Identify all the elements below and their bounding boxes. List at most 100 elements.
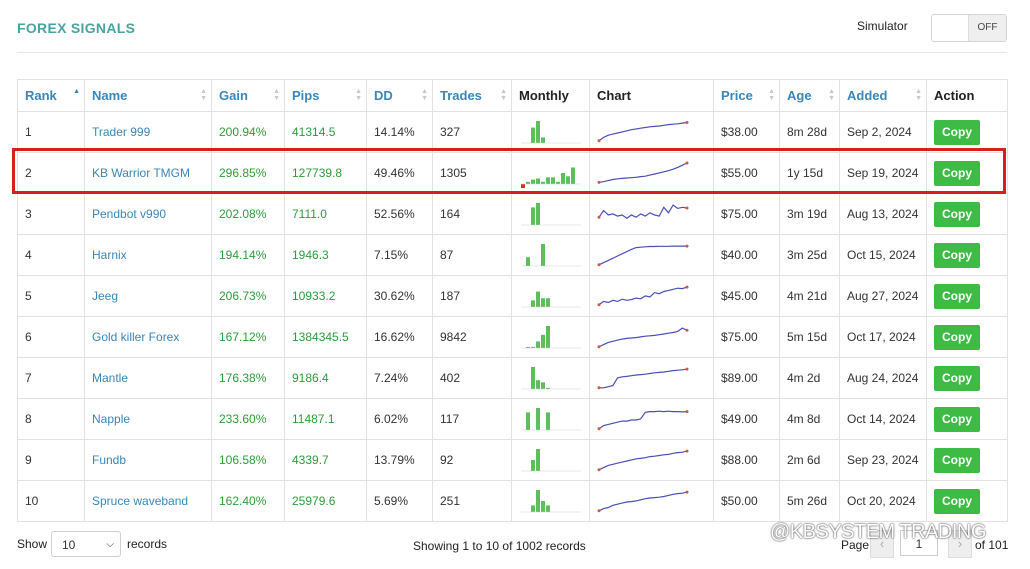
monthly-bars — [521, 203, 581, 226]
sparkline-path — [598, 204, 688, 220]
copy-button[interactable]: Copy — [934, 365, 980, 391]
table-header-row: Rank ▲ Name ▲ ▼ Gain ▲ ▼ Pips ▲ ▼ DD ▲ ▼ Trades ▲ ▼… — [17, 79, 1008, 112]
cell-chart — [589, 234, 714, 276]
cell-added: Aug 13, 2024 — [839, 193, 927, 235]
cell-action: Copy — [926, 193, 1008, 235]
cell-name[interactable]: Gold killer Forex — [84, 316, 212, 358]
copy-button[interactable]: Copy — [934, 201, 980, 227]
cell-gain: 162.40% — [211, 480, 285, 522]
copy-button[interactable]: Copy — [934, 160, 980, 186]
sparkline-end-dot — [685, 410, 689, 414]
cell-pips: 9186.4 — [284, 357, 367, 399]
cell-name[interactable]: KB Warrior TMGM — [84, 152, 212, 194]
col-label: Name — [92, 88, 128, 103]
cell-name[interactable]: Fundb — [84, 439, 212, 481]
cell-pips: 41314.5 — [284, 111, 367, 153]
col-trades[interactable]: Trades ▲ ▼ — [432, 79, 512, 112]
cell-dd: 6.02% — [366, 398, 433, 440]
equity-sparkline — [597, 490, 689, 513]
cell-price: $55.00 — [713, 152, 780, 194]
cell-age: 4m 2d — [779, 357, 840, 399]
col-gain[interactable]: Gain ▲ ▼ — [211, 79, 285, 112]
cell-rank: 1 — [17, 111, 85, 153]
cell-gain: 200.94% — [211, 111, 285, 153]
equity-sparkline — [597, 449, 689, 472]
col-name[interactable]: Name ▲ ▼ — [84, 79, 212, 112]
monthly-bar — [541, 298, 545, 307]
cell-trades: 92 — [432, 439, 512, 481]
sparkline-end-dot — [685, 120, 689, 124]
cell-pips: 11487.1 — [284, 398, 367, 440]
next-page-button[interactable]: › — [948, 530, 972, 558]
col-label: Added — [847, 88, 888, 103]
cell-trades: 164 — [432, 193, 512, 235]
prev-page-button[interactable]: ‹ — [870, 530, 894, 558]
monthly-bar — [531, 346, 535, 348]
cell-name[interactable]: Pendbot v990 — [84, 193, 212, 235]
page-title: FOREX SIGNALS — [17, 20, 136, 36]
col-pips[interactable]: Pips ▲ ▼ — [284, 79, 367, 112]
monthly-bars — [521, 167, 581, 188]
copy-button[interactable]: Copy — [934, 283, 980, 309]
col-price[interactable]: Price ▲ ▼ — [713, 79, 780, 112]
page-count-label: of 101 — [975, 538, 1009, 552]
cell-price: $88.00 — [713, 439, 780, 481]
monthly-bars — [521, 244, 581, 267]
cell-rank: 6 — [17, 316, 85, 358]
monthly-bars — [521, 326, 581, 349]
monthly-bar — [546, 412, 550, 430]
equity-sparkline — [597, 285, 689, 307]
cell-price: $75.00 — [713, 193, 780, 235]
sort-icon: ▲ ▼ — [200, 88, 207, 102]
cell-chart — [589, 275, 714, 317]
col-label: Rank — [25, 88, 57, 103]
monthly-bar — [526, 346, 530, 348]
cell-chart — [589, 111, 714, 153]
monthly-bars — [521, 121, 581, 144]
monthly-bars — [521, 408, 581, 431]
monthly-bar — [531, 300, 535, 307]
equity-sparkline — [597, 244, 689, 267]
page-input[interactable]: 1 — [900, 530, 938, 556]
cell-name[interactable]: Trader 999 — [84, 111, 212, 153]
copy-button[interactable]: Copy — [934, 447, 980, 473]
copy-button[interactable]: Copy — [934, 242, 980, 268]
sort-icon: ▲ — [73, 88, 80, 95]
cell-pips: 1384345.5 — [284, 316, 367, 358]
sort-icon: ▲ ▼ — [355, 88, 362, 102]
monthly-bar — [546, 326, 550, 348]
cell-name[interactable]: Spruce waveband — [84, 480, 212, 522]
monthly-bars — [521, 291, 581, 308]
cell-name[interactable]: Harnix — [84, 234, 212, 276]
sparkline-end-dot — [685, 206, 689, 210]
equity-sparkline — [597, 120, 689, 143]
sparkline-path — [598, 245, 687, 266]
sort-icon: ▲ ▼ — [828, 88, 835, 102]
monthly-bar — [526, 181, 530, 184]
cell-monthly — [511, 357, 590, 399]
cell-name[interactable]: Jeeg — [84, 275, 212, 317]
copy-button[interactable]: Copy — [934, 488, 980, 514]
monthly-bar — [541, 501, 545, 512]
sparkline-start-dot — [597, 139, 601, 143]
simulator-toggle[interactable]: OFF — [931, 14, 1007, 42]
col-added[interactable]: Added ▲ ▼ — [839, 79, 927, 112]
cell-pips: 10933.2 — [284, 275, 367, 317]
copy-button[interactable]: Copy — [934, 324, 980, 350]
monthly-bar — [531, 367, 535, 389]
copy-button[interactable]: Copy — [934, 119, 980, 145]
col-rank[interactable]: Rank ▲ — [17, 79, 85, 112]
cell-added: Sep 2, 2024 — [839, 111, 927, 153]
monthly-bar — [521, 184, 525, 188]
monthly-bar — [546, 505, 550, 512]
cell-name[interactable]: Mantle — [84, 357, 212, 399]
records-per-page-select[interactable]: 10 ⌵ — [51, 531, 121, 557]
monthly-bar — [531, 460, 535, 471]
cell-name[interactable]: Napple — [84, 398, 212, 440]
select-value: 10 — [62, 538, 76, 552]
copy-button[interactable]: Copy — [934, 406, 980, 432]
col-monthly: Monthly — [511, 79, 590, 112]
col-age[interactable]: Age ▲ ▼ — [779, 79, 840, 112]
cell-chart — [589, 357, 714, 399]
col-dd[interactable]: DD ▲ ▼ — [366, 79, 433, 112]
